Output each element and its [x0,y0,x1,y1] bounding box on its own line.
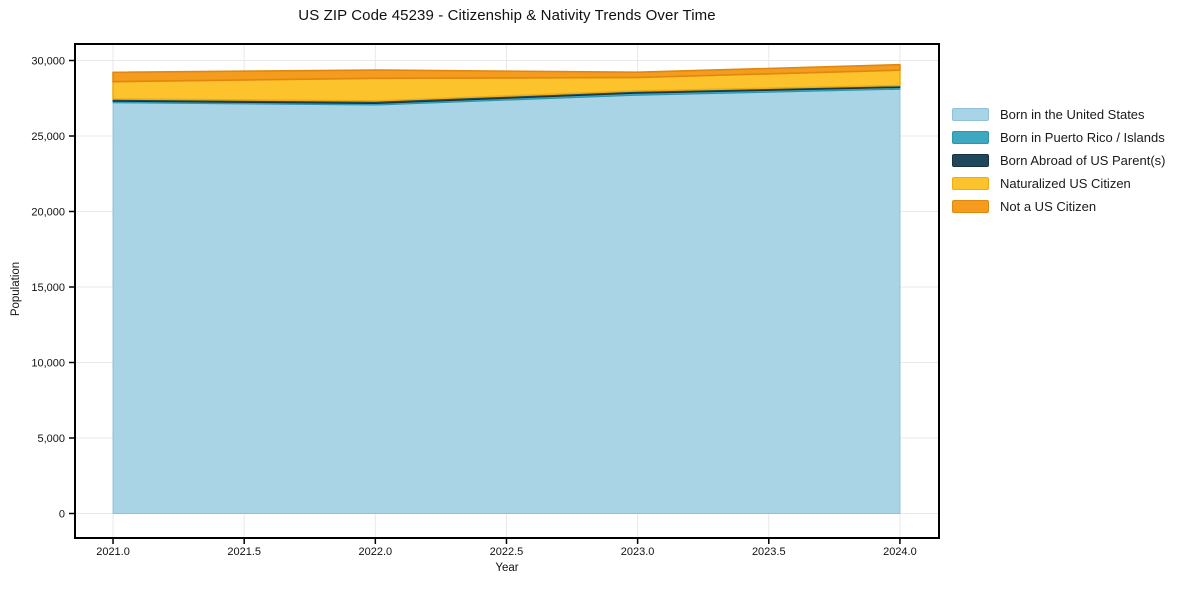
legend-swatch [952,177,989,190]
legend-item: Born in Puerto Rico / Islands [952,126,1165,149]
legend-swatch [952,154,989,167]
x-tick-label: 2022.5 [490,546,524,558]
y-tick-label: 5,000 [37,433,65,445]
y-tick-label: 25,000 [31,131,65,143]
legend-swatch [952,200,989,213]
y-axis-label: Population [10,261,22,317]
x-axis-label: Year [495,562,519,574]
legend-label: Born Abroad of US Parent(s) [1000,153,1166,168]
area-series-4 [112,63,901,83]
legend-item: Born Abroad of US Parent(s) [952,149,1165,172]
legend-swatch [952,108,989,121]
y-tick-label: 0 [59,509,65,521]
legend-item: Not a US Citizen [952,195,1165,218]
y-tick-label: 30,000 [31,56,65,68]
legend-swatch [952,131,989,144]
x-tick-label: 2021.0 [96,546,130,558]
y-tick-label: 10,000 [31,358,65,370]
x-tick-label: 2022.0 [358,546,392,558]
x-tick-label: 2021.5 [227,546,261,558]
legend-item: Naturalized US Citizen [952,172,1165,195]
chart-title: US ZIP Code 45239 - Citizenship & Nativi… [298,7,716,24]
plot-area: 2021.0 2021.5 2022.0 2022.5 2023.0 2023.5 2024… [31,43,940,558]
legend-label: Born in the United States [1000,107,1145,122]
area-series-0 [112,88,901,514]
x-tick-label: 2024.0 [883,546,917,558]
x-tick-label: 2023.0 [621,546,655,558]
y-tick-label: 20,000 [31,207,65,219]
y-tick-label: 15,000 [31,282,65,294]
legend-label: Born in Puerto Rico / Islands [1000,130,1165,145]
legend-label: Naturalized US Citizen [1000,176,1131,191]
x-tick-label: 2023.5 [752,546,786,558]
legend-item: Born in the United States [952,103,1165,126]
legend-label: Not a US Citizen [1000,199,1097,214]
legend: Born in the United States Born in Puerto … [952,103,1165,218]
